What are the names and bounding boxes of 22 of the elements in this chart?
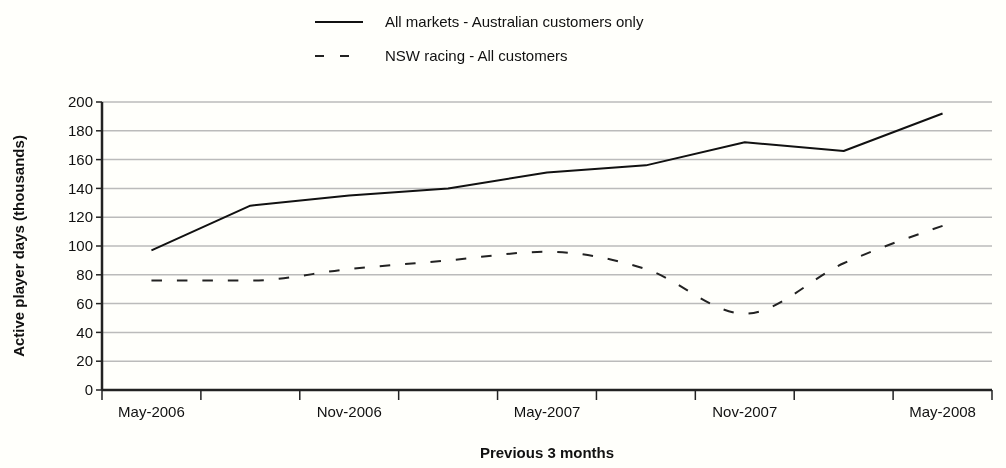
- x-axis-title: Previous 3 months: [479, 444, 615, 461]
- y-tick-label: 140: [67, 179, 93, 197]
- y-tick-label: 100: [67, 237, 93, 255]
- y-tick-label: 200: [67, 93, 93, 111]
- y-tick-label: 40: [76, 323, 93, 341]
- y-tick-label: 60: [76, 294, 93, 312]
- x-tick-label: May-2006: [118, 403, 185, 420]
- y-axis-title: Active player days (thousands): [10, 135, 27, 357]
- x-tick-label: May-2008: [909, 403, 976, 420]
- y-tick-label: 180: [67, 122, 93, 140]
- x-tick-label: May-2007: [513, 403, 581, 420]
- legend-label: All markets - Australian customers only: [385, 13, 644, 31]
- x-tick-label: Nov-2007: [712, 403, 778, 420]
- y-tick-label: 120: [67, 208, 93, 226]
- y-tick-label: 0: [84, 381, 93, 399]
- legend-label: NSW racing - All customers: [385, 47, 568, 65]
- y-tick-label: 160: [67, 150, 93, 168]
- y-tick-label: 20: [76, 352, 93, 370]
- x-tick-label: Nov-2006: [316, 403, 382, 420]
- y-tick-label: 80: [76, 266, 93, 284]
- line-series: [150, 112, 944, 252]
- line-series: [150, 224, 944, 315]
